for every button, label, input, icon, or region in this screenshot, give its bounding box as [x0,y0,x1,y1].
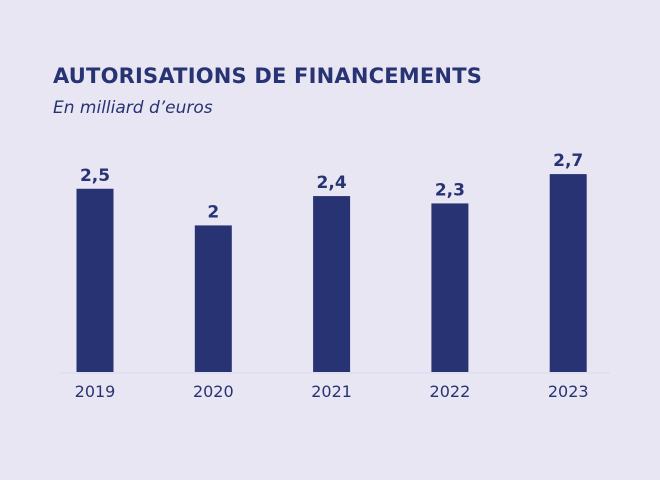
x-tick-label-2022: 2022 [430,382,471,401]
x-tick-label-2021: 2021 [311,382,352,401]
x-tick-label-2019: 2019 [75,382,116,401]
chart-title: AUTORISATIONS DE FINANCEMENTS [53,64,483,88]
bar-2022 [431,203,469,372]
data-label-2019: 2,5 [80,166,110,186]
data-label-2023: 2,7 [553,151,583,171]
data-label-2021: 2,4 [317,173,347,193]
bar-2019 [76,188,114,372]
bar-2020 [194,225,232,372]
bar-2023 [549,174,587,372]
bar-2021 [313,196,351,372]
x-tick-label-2020: 2020 [193,382,234,401]
data-label-2022: 2,3 [435,180,465,200]
data-label-2020: 2 [207,202,219,222]
x-tick-label-2023: 2023 [548,382,589,401]
chart-subtitle: En milliard d’euros [53,98,213,118]
